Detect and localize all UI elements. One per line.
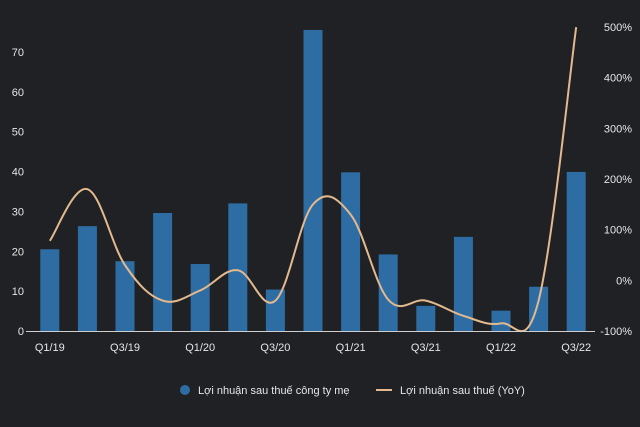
right-axis-ticks: -100% 0% 100% 200% 300% 400% 500% — [600, 22, 632, 338]
right-tick-label: 400% — [604, 73, 632, 85]
x-tick-label: Q1/22 — [486, 342, 516, 354]
left-tick-label: 10 — [12, 286, 24, 298]
right-tick-label: -100% — [600, 326, 632, 338]
x-tick-label: Q3/20 — [260, 342, 290, 354]
bar — [303, 29, 323, 331]
left-tick-label: 60 — [12, 87, 24, 99]
bar — [378, 254, 398, 331]
x-tick-label: Q3/21 — [411, 342, 441, 354]
legend-bar-label: Lợi nhuận sau thuế công ty mẹ — [198, 385, 350, 397]
left-tick-label: 30 — [12, 206, 24, 218]
right-tick-label: 300% — [604, 123, 632, 135]
bar — [40, 249, 60, 331]
bar-series — [40, 29, 586, 331]
bar — [566, 171, 586, 331]
bar — [265, 289, 285, 331]
left-axis-ticks: 0 10 20 30 40 50 60 70 — [12, 47, 24, 338]
x-tick-label: Q1/19 — [35, 342, 65, 354]
legend-line-label: Lợi nhuận sau thuế (YoY) — [400, 385, 525, 397]
bar — [529, 286, 549, 331]
bar — [453, 236, 473, 331]
legend-bar-swatch — [180, 385, 190, 395]
yoy-line — [48, 26, 578, 333]
right-tick-label: 0% — [616, 275, 632, 287]
right-tick-label: 100% — [604, 225, 632, 237]
right-tick-label: 500% — [604, 22, 632, 34]
left-tick-label: 20 — [12, 246, 24, 258]
x-axis-ticks: Q1/19 Q3/19 Q1/20 Q3/20 Q1/21 Q3/21 Q1/22 Q3/22 — [35, 342, 591, 354]
x-tick-label: Q1/20 — [185, 342, 215, 354]
left-tick-label: 40 — [12, 167, 24, 179]
right-tick-label: 200% — [604, 174, 632, 186]
bar — [416, 305, 436, 331]
bar — [190, 264, 210, 331]
x-tick-label: Q3/19 — [110, 342, 140, 354]
bar — [228, 203, 248, 331]
legend: Lợi nhuận sau thuế công ty mẹ Lợi nhuận … — [180, 385, 525, 397]
bar — [153, 212, 173, 331]
left-tick-label: 70 — [12, 47, 24, 59]
bar — [77, 226, 97, 331]
x-tick-label: Q3/22 — [561, 342, 591, 354]
left-tick-label: 0 — [18, 326, 24, 338]
bar — [115, 261, 135, 331]
bar — [491, 310, 511, 331]
x-tick-label: Q1/21 — [336, 342, 366, 354]
bar — [341, 172, 361, 331]
left-tick-label: 50 — [12, 127, 24, 139]
